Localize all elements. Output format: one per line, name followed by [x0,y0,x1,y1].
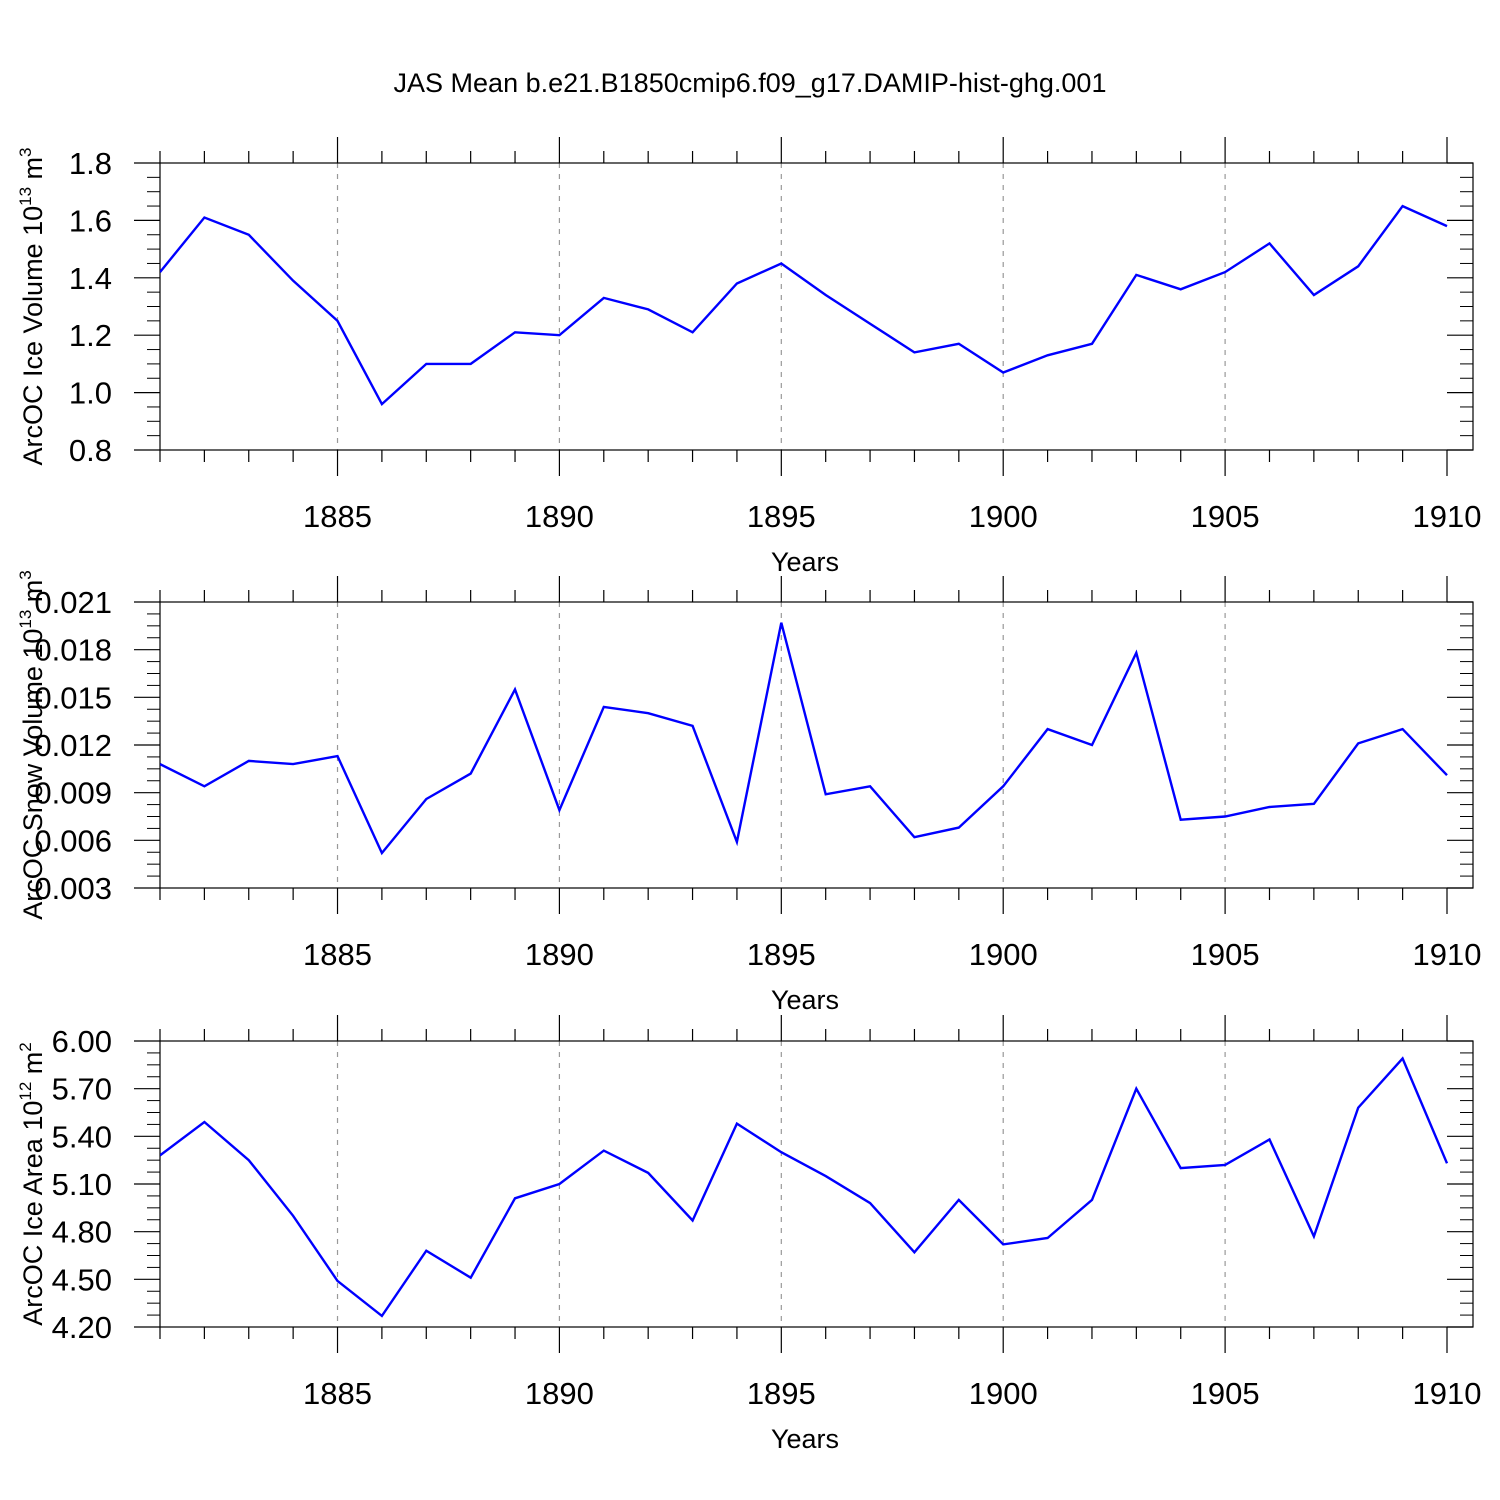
plot-frame [159,162,1474,451]
x-tick-label: 1910 [1413,937,1482,972]
x-tick-label: 1910 [1413,1376,1482,1411]
x-tick-label: 1905 [1191,937,1260,972]
y-tick-label: 1.2 [69,318,112,353]
y-axis-label: ArcOC Snow Volume 1013 m3 [16,570,48,920]
y-tick-label: 1.0 [69,376,112,411]
x-axis-label: Years [771,1424,839,1454]
y-tick-label: 0.006 [34,823,112,858]
x-tick-label: 1895 [747,937,816,972]
x-tick-label: 1895 [747,1376,816,1411]
series-line [160,622,1448,856]
panel-2: 1885 1890 1895 1900 1905 1910 0.003 0.006 0.009 0… [16,570,1481,1015]
y-tick-label: 4.80 [52,1215,112,1250]
y-tick-label: 0.012 [34,728,112,763]
y-tick-label: 0.8 [69,433,112,468]
x-tick-label: 1890 [525,499,594,534]
x-tick-label: 1910 [1413,499,1482,534]
y-tick-label: 5.40 [52,1119,112,1154]
series-line [160,1056,1449,1318]
y-tick-label: 0.021 [34,585,112,620]
x-tick-label: 1890 [525,937,594,972]
x-tick-label: 1890 [525,1376,594,1411]
series-line [160,204,1448,407]
x-tick-label: 1905 [1191,1376,1260,1411]
panel-1: 1885 1890 1895 1900 1905 1910 0.8 1.0 1.2 1.4 1.6 1… [16,137,1481,577]
y-tick-label: 1.8 [69,146,112,181]
x-tick-label: 1900 [969,499,1038,534]
y-tick-label: 1.4 [69,261,112,296]
y-tick-label: 5.70 [52,1072,112,1107]
plot-frame [159,601,1474,889]
y-tick-label: 0.018 [34,633,112,668]
x-tick-label: 1885 [303,1376,372,1411]
y-tick-label: 1.6 [69,203,112,238]
x-tick-label: 1885 [303,499,372,534]
y-axis-label: ArcOC Ice Volume 1013 m3 [16,147,48,465]
x-tick-label: 1905 [1191,499,1260,534]
chart-title: JAS Mean b.e21.B1850cmip6.f09_g17.DAMIP-… [393,68,1107,98]
y-tick-label: 0.015 [34,680,112,715]
y-tick-label: 4.50 [52,1262,112,1297]
x-tick-label: 1895 [747,499,816,534]
x-tick-label: 1900 [969,1376,1038,1411]
y-tick-label: 0.009 [34,776,112,811]
y-tick-label: 6.00 [52,1024,112,1059]
x-tick-label: 1885 [303,937,372,972]
y-tick-label: 5.10 [52,1167,112,1202]
plot-frame [159,1040,1474,1328]
y-tick-label: 0.003 [34,871,112,906]
x-tick-label: 1900 [969,937,1038,972]
y-tick-label: 4.20 [52,1310,112,1345]
x-axis-label: Years [771,547,839,577]
panel-3: 1885 1890 1895 1900 1905 1910 4.20 4.50 4.80 5.10… [16,1015,1481,1454]
y-axis-label: ArcOC Ice Area 1012 m2 [16,1042,48,1326]
x-axis-label: Years [771,985,839,1015]
